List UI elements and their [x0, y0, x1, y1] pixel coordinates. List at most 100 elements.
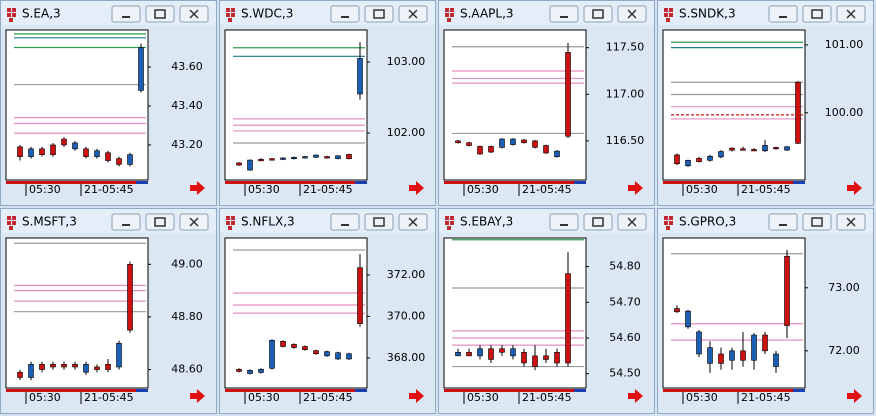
- window-title: S.SNDK,3: [679, 7, 736, 21]
- session-bar: [6, 389, 136, 392]
- candle-body: [94, 366, 100, 370]
- scroll-arrow[interactable]: [409, 181, 424, 195]
- chart-window[interactable]: S.EBAY,3 54.50 54.60 54.70 54.80 05:30 21-05:4…: [438, 208, 655, 414]
- candle-body: [28, 148, 34, 157]
- candle-body: [696, 331, 702, 355]
- x-tick-label: 21-05:45: [303, 183, 353, 196]
- y-tick-label: 117.00: [606, 87, 645, 100]
- scroll-arrow[interactable]: [628, 389, 643, 403]
- session-bar: [136, 389, 148, 392]
- session-bar: [136, 181, 148, 184]
- candle-body: [61, 138, 67, 146]
- y-tick-label: 100.00: [825, 106, 864, 119]
- maximize-button[interactable]: [364, 213, 394, 231]
- maximize-button[interactable]: [802, 5, 832, 23]
- window-icon: [666, 226, 670, 230]
- minimize-button[interactable]: [549, 5, 579, 23]
- x-tick-label: 05:30: [248, 183, 280, 196]
- candle-body: [17, 146, 23, 157]
- candle-body: [258, 369, 264, 373]
- y-tick-label: 116.50: [606, 134, 645, 147]
- candle-body: [510, 138, 516, 145]
- session-bar: [574, 389, 586, 392]
- minimize-button[interactable]: [330, 5, 360, 23]
- window-icon: [12, 221, 16, 225]
- maximize-button[interactable]: [364, 5, 394, 23]
- scroll-arrow[interactable]: [847, 389, 862, 403]
- candle-body: [247, 370, 253, 374]
- window-icon: [669, 221, 673, 225]
- scroll-arrow[interactable]: [409, 389, 424, 403]
- minimize-button[interactable]: [768, 213, 798, 231]
- window-icon: [231, 221, 235, 225]
- candle-body: [357, 267, 363, 324]
- scroll-arrow[interactable]: [847, 181, 862, 195]
- candle-body: [247, 159, 253, 171]
- candle-body: [455, 140, 461, 144]
- candle-body: [50, 144, 56, 155]
- session-bar: [355, 389, 367, 392]
- candle-body: [751, 149, 757, 152]
- y-tick-label: 54.50: [609, 367, 641, 380]
- candle-body: [773, 353, 779, 367]
- candle-body: [258, 159, 264, 162]
- candle-body: [302, 346, 308, 350]
- y-tick-label: 43.60: [171, 60, 203, 73]
- window-icon: [9, 226, 13, 230]
- chart-window[interactable]: S.SNDK,3 100.00 101.00 05:30 21-05:45: [657, 0, 874, 206]
- chart-window[interactable]: S.WDC,3 102.00 103.00 05:30 21-05:45: [219, 0, 436, 206]
- window-title: S.AAPL,3: [460, 7, 514, 21]
- candle-body: [138, 47, 144, 91]
- button-glyph: [408, 217, 418, 227]
- minimize-button[interactable]: [111, 5, 141, 23]
- candle-body: [532, 140, 538, 148]
- scroll-arrow[interactable]: [190, 181, 205, 195]
- candle-body: [466, 142, 472, 146]
- candle-body: [729, 350, 735, 361]
- candle-body: [762, 334, 768, 352]
- candle-body: [105, 152, 111, 161]
- candle-body: [291, 156, 297, 160]
- maximize-button[interactable]: [583, 213, 613, 231]
- maximize-button[interactable]: [583, 5, 613, 23]
- window-title: S.NFLX,3: [241, 215, 295, 229]
- session-bar: [355, 181, 367, 184]
- button-glyph: [373, 9, 385, 19]
- candle-body: [477, 146, 483, 155]
- maximize-button[interactable]: [145, 5, 175, 23]
- candle-body: [488, 146, 494, 153]
- chart-window[interactable]: S.AAPL,3 116.50 117.00 117.50 05:30 21-05:45: [438, 0, 655, 206]
- plot-area: [443, 237, 587, 389]
- chart-window[interactable]: S.MSFT,3 48.60 48.80 49.00 05:30 21-05:45: [0, 208, 217, 414]
- maximize-button[interactable]: [802, 213, 832, 231]
- candle-body: [61, 364, 67, 368]
- minimize-button[interactable]: [330, 213, 360, 231]
- candle-body: [718, 353, 724, 364]
- window-icon: [669, 13, 673, 17]
- x-tick-label: 05:30: [248, 391, 280, 404]
- candle-body: [499, 348, 505, 353]
- candle-body: [94, 150, 100, 157]
- minimize-button[interactable]: [768, 5, 798, 23]
- session-bar: [6, 181, 136, 184]
- candle-body: [773, 147, 779, 150]
- candle-body: [50, 364, 56, 368]
- y-tick-label: 372.00: [387, 268, 426, 281]
- chart-window[interactable]: S.GPRO,3 72.00 73.00 05:30 21-05:45: [657, 208, 874, 414]
- window-icon: [231, 8, 235, 12]
- button-glyph: [154, 9, 166, 19]
- chart-window[interactable]: S.EA,3 43.20 43.40 43.60 05:30 21-05:45: [0, 0, 217, 206]
- scroll-arrow[interactable]: [628, 181, 643, 195]
- scroll-arrow[interactable]: [190, 389, 205, 403]
- window-icon: [447, 18, 451, 22]
- minimize-button[interactable]: [111, 213, 141, 231]
- candle-body: [532, 355, 538, 367]
- maximize-button[interactable]: [145, 213, 175, 231]
- candle-body: [357, 58, 363, 95]
- minimize-button[interactable]: [549, 213, 579, 231]
- candle-body: [116, 342, 122, 368]
- chart-window[interactable]: S.NFLX,3 368.00 370.00 372.00 05:30 21-05:45: [219, 208, 436, 414]
- plot-area: [662, 29, 806, 181]
- window-icon: [226, 13, 230, 17]
- candle-body: [784, 255, 790, 326]
